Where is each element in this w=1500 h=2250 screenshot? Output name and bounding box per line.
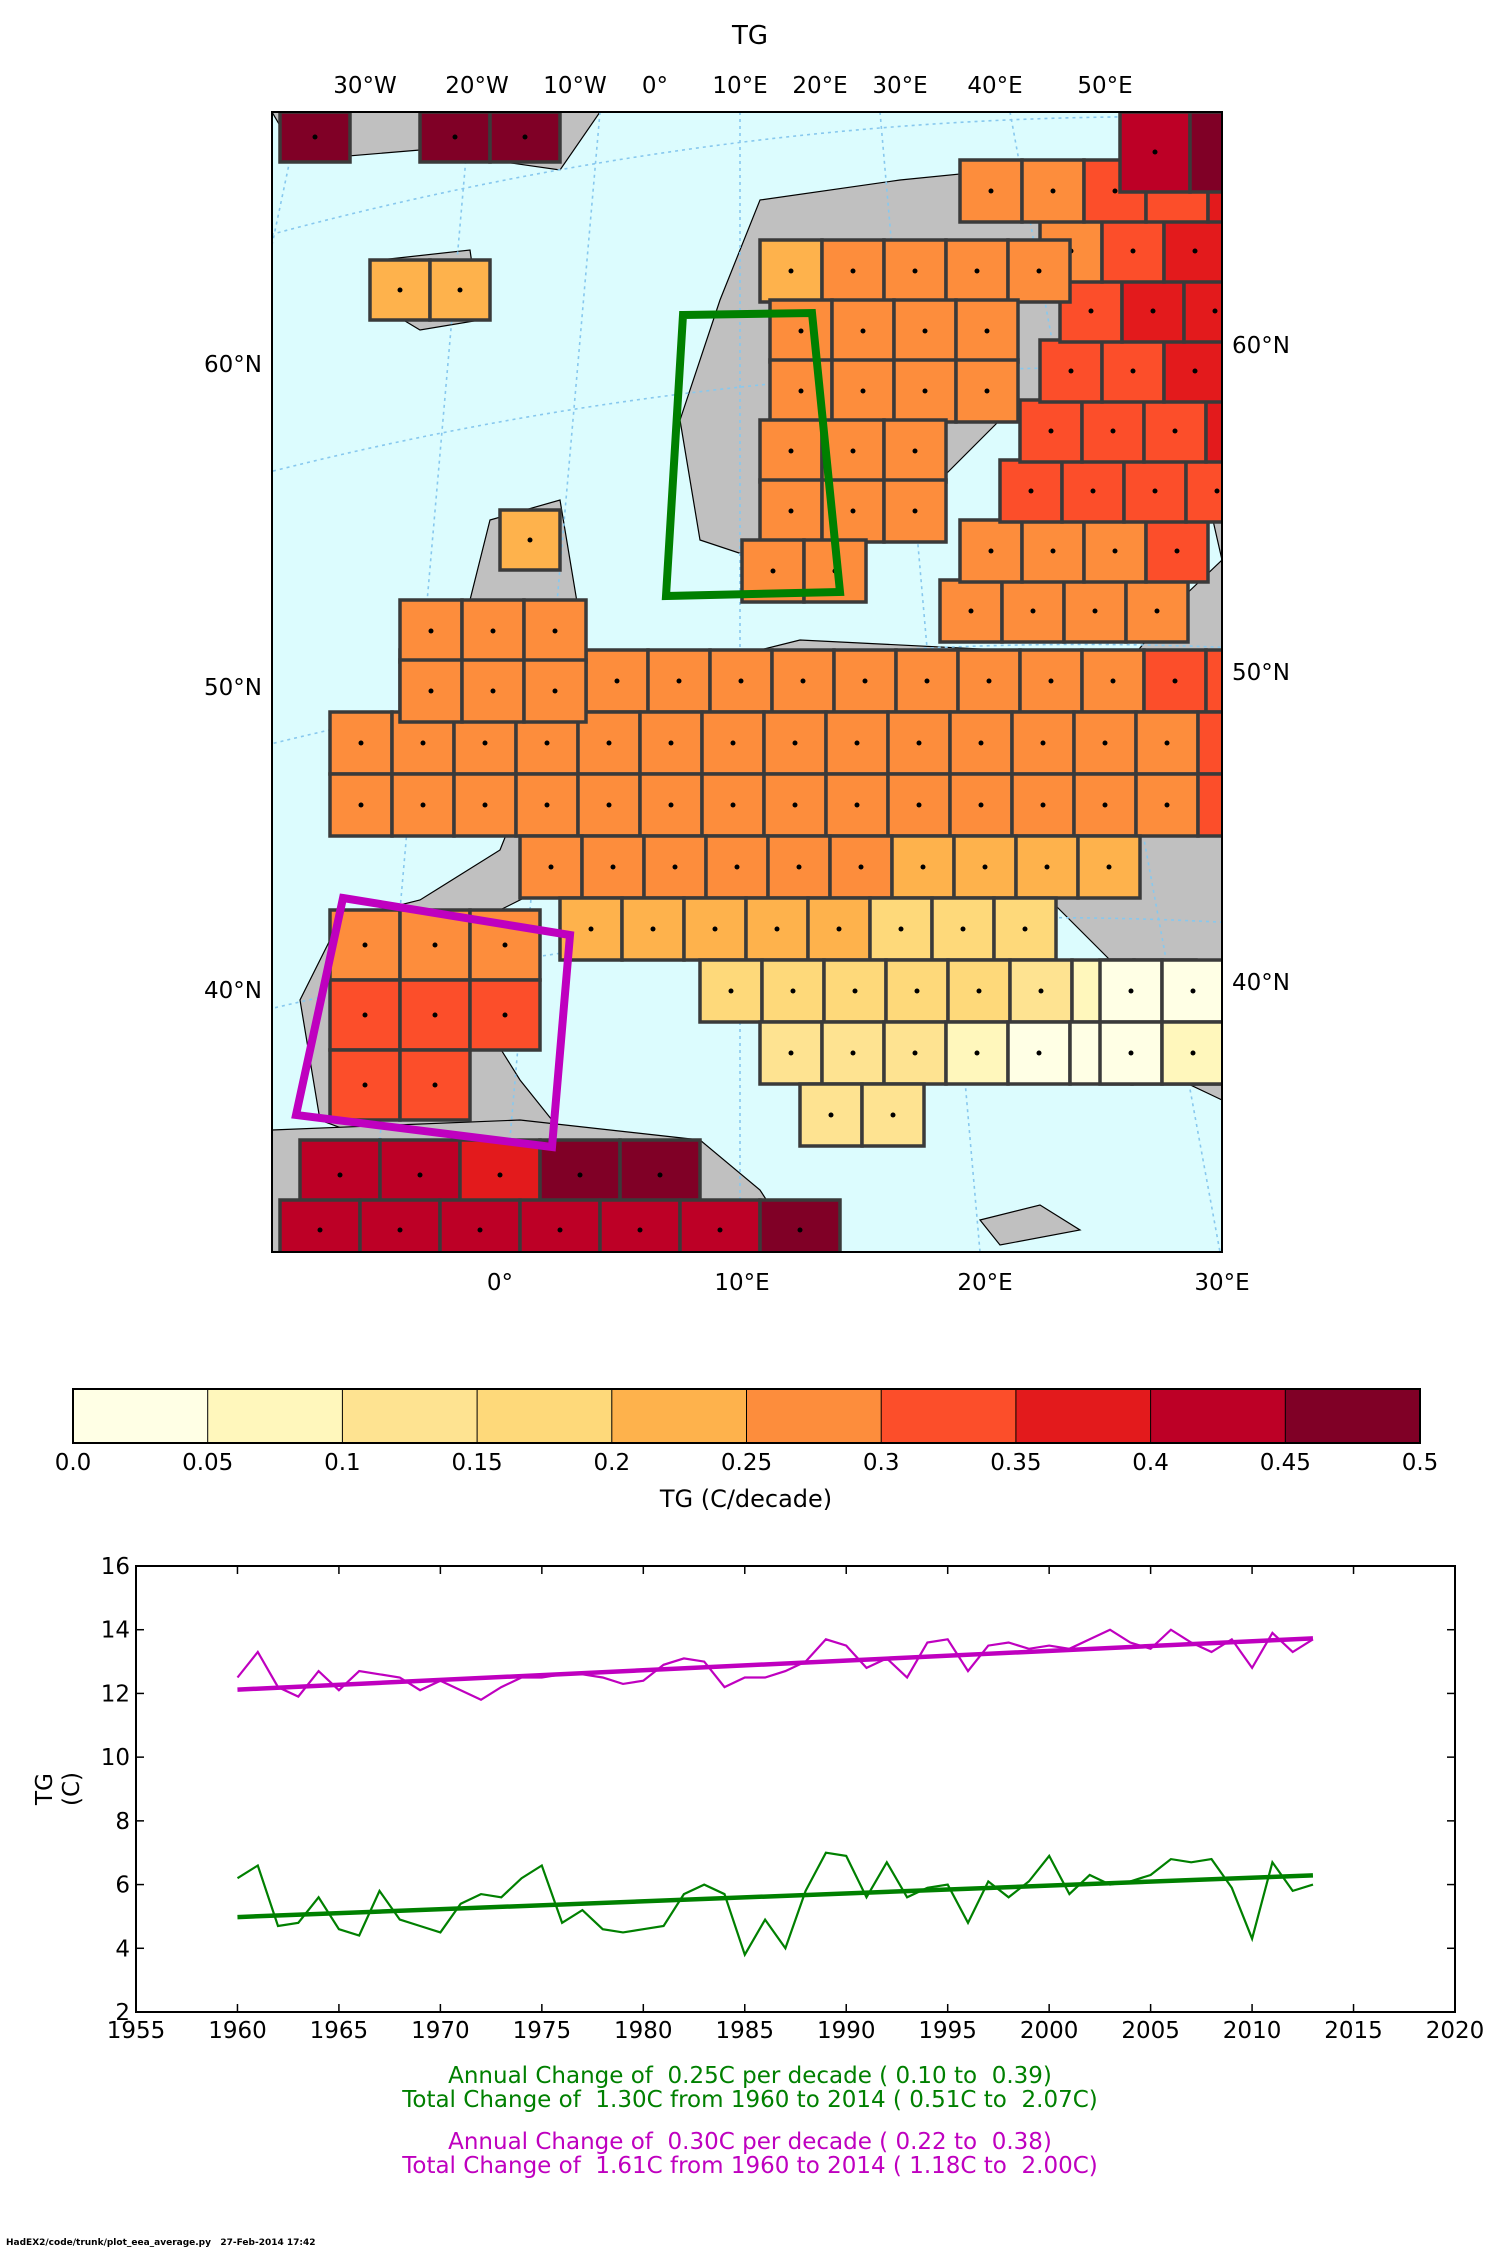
trend-map: TG 30°W 20°W 10°W 0° 10°E 20°E 30°E 40°E 50°E 0° 1… — [204, 21, 1290, 1296]
colorbar-segment — [881, 1389, 1017, 1443]
colorbar-tick-label: 0.25 — [721, 1450, 772, 1476]
colorbar-segment — [207, 1389, 343, 1443]
green-annual-change: Annual Change of 0.25C per decade ( 0.10… — [448, 2063, 1052, 2089]
y-tick-label: 2 — [115, 2000, 130, 2026]
colorbar-segment — [1285, 1389, 1421, 1443]
x-tick-label: 1965 — [310, 2018, 369, 2044]
colorbar-segment — [1015, 1389, 1152, 1443]
top-lon-label: 20°E — [792, 73, 847, 99]
bottom-lon-label: 0° — [487, 1270, 513, 1296]
colorbar-segment — [611, 1389, 747, 1443]
x-tick-label: 1990 — [817, 2018, 876, 2044]
map-frame — [271, 111, 1223, 1253]
x-tick-label: 1980 — [614, 2018, 673, 2044]
colorbar: 0.0 0.05 0.1 0.15 0.2 0.25 0.3 0.35 0.4 0.45 0.5 T… — [55, 1388, 1439, 1510]
colorbar-label: TG (C/decade) — [659, 1485, 832, 1510]
colorbar-tick-label: 0.05 — [182, 1450, 233, 1476]
top-lon-label: 10°W — [543, 73, 607, 99]
x-tick-label: 2005 — [1121, 2018, 1180, 2044]
y-tick-label: 6 — [115, 1873, 130, 1899]
magenta-total-change: Total Change of 1.61C from 1960 to 2014 … — [402, 2153, 1098, 2179]
top-lon-label: 0° — [642, 73, 668, 99]
y-tick-label: 4 — [115, 1936, 130, 1962]
top-lon-label: 10°E — [712, 73, 767, 99]
top-lon-label: 40°E — [967, 73, 1022, 99]
x-tick-label: 2000 — [1020, 2018, 1079, 2044]
bottom-lon-label: 30°E — [1194, 1270, 1249, 1296]
colorbar-tick-label: 0.2 — [594, 1450, 631, 1476]
plot-frame — [135, 1565, 1456, 2013]
trend-line — [237, 1636, 1314, 1692]
magenta-annual-change: Annual Change of 0.30C per decade ( 0.22… — [448, 2129, 1052, 2155]
colorbar-tick-label: 0.45 — [1260, 1450, 1311, 1476]
colorbar-tick-label: 0.5 — [1402, 1450, 1439, 1476]
colorbar-tick-label: 0.0 — [55, 1450, 92, 1476]
y-tick-label: 14 — [101, 1618, 130, 1644]
y-tick-label: 12 — [101, 1681, 130, 1707]
x-tick-label: 2010 — [1223, 2018, 1282, 2044]
colorbar-tick-label: 0.35 — [990, 1450, 1041, 1476]
green-total-change: Total Change of 1.30C from 1960 to 2014 … — [402, 2087, 1098, 2113]
x-tick-label: 2020 — [1426, 2018, 1485, 2044]
colorbar-tick-label: 0.15 — [451, 1450, 502, 1476]
right-lat-label: 40°N — [1232, 970, 1290, 996]
y-axis-label: TG(C) — [32, 1772, 85, 1806]
footer-path: HadEX2/code/trunk/plot_eea_average.py 27… — [6, 2238, 316, 2248]
colorbar-tick-label: 0.1 — [324, 1450, 361, 1476]
y-tick-label: 8 — [115, 1809, 130, 1835]
magenta-region-stats: Annual Change of 0.30C per decade ( 0.22… — [0, 2130, 1500, 2178]
colorbar-segment — [342, 1389, 478, 1443]
colorbar-segment — [746, 1389, 882, 1443]
left-lat-label: 50°N — [204, 675, 262, 701]
map-title: TG — [731, 21, 768, 51]
left-lat-label: 60°N — [204, 352, 262, 378]
top-lon-label: 30°W — [333, 73, 397, 99]
colorbar-segment — [73, 1389, 209, 1443]
colorbar-segment — [1150, 1389, 1286, 1443]
colorbar-tick-label: 0.4 — [1132, 1450, 1169, 1476]
series-line — [236, 1851, 1314, 1958]
x-tick-label: 1970 — [411, 2018, 470, 2044]
series-line — [236, 1628, 1314, 1702]
bottom-lon-label: 10°E — [714, 1270, 769, 1296]
right-lat-label: 60°N — [1232, 333, 1290, 359]
timeseries-chart: 1955 1960 1965 1970 1975 1980 1985 1990 1995 2000… — [32, 1554, 1485, 2044]
colorbar-tick-label: 0.3 — [863, 1450, 900, 1476]
x-tick-label: 1985 — [715, 2018, 774, 2044]
top-lon-label: 30°E — [872, 73, 927, 99]
x-tick-label: 1960 — [208, 2018, 267, 2044]
x-tick-label: 1975 — [513, 2018, 572, 2044]
top-lon-label: 20°W — [445, 73, 509, 99]
green-region-stats: Annual Change of 0.25C per decade ( 0.10… — [0, 2064, 1500, 2112]
trend-line — [237, 1873, 1314, 1920]
bottom-lon-label: 20°E — [957, 1270, 1012, 1296]
y-tick-label: 10 — [101, 1745, 130, 1771]
x-tick-label: 1995 — [918, 2018, 977, 2044]
x-tick-label: 2015 — [1324, 2018, 1383, 2044]
right-lat-label: 50°N — [1232, 660, 1290, 686]
colorbar-segment — [477, 1389, 613, 1443]
x-tick-label: 1955 — [107, 2018, 166, 2044]
left-lat-label: 40°N — [204, 978, 262, 1004]
top-lon-label: 50°E — [1077, 73, 1132, 99]
y-tick-label: 16 — [101, 1554, 130, 1580]
